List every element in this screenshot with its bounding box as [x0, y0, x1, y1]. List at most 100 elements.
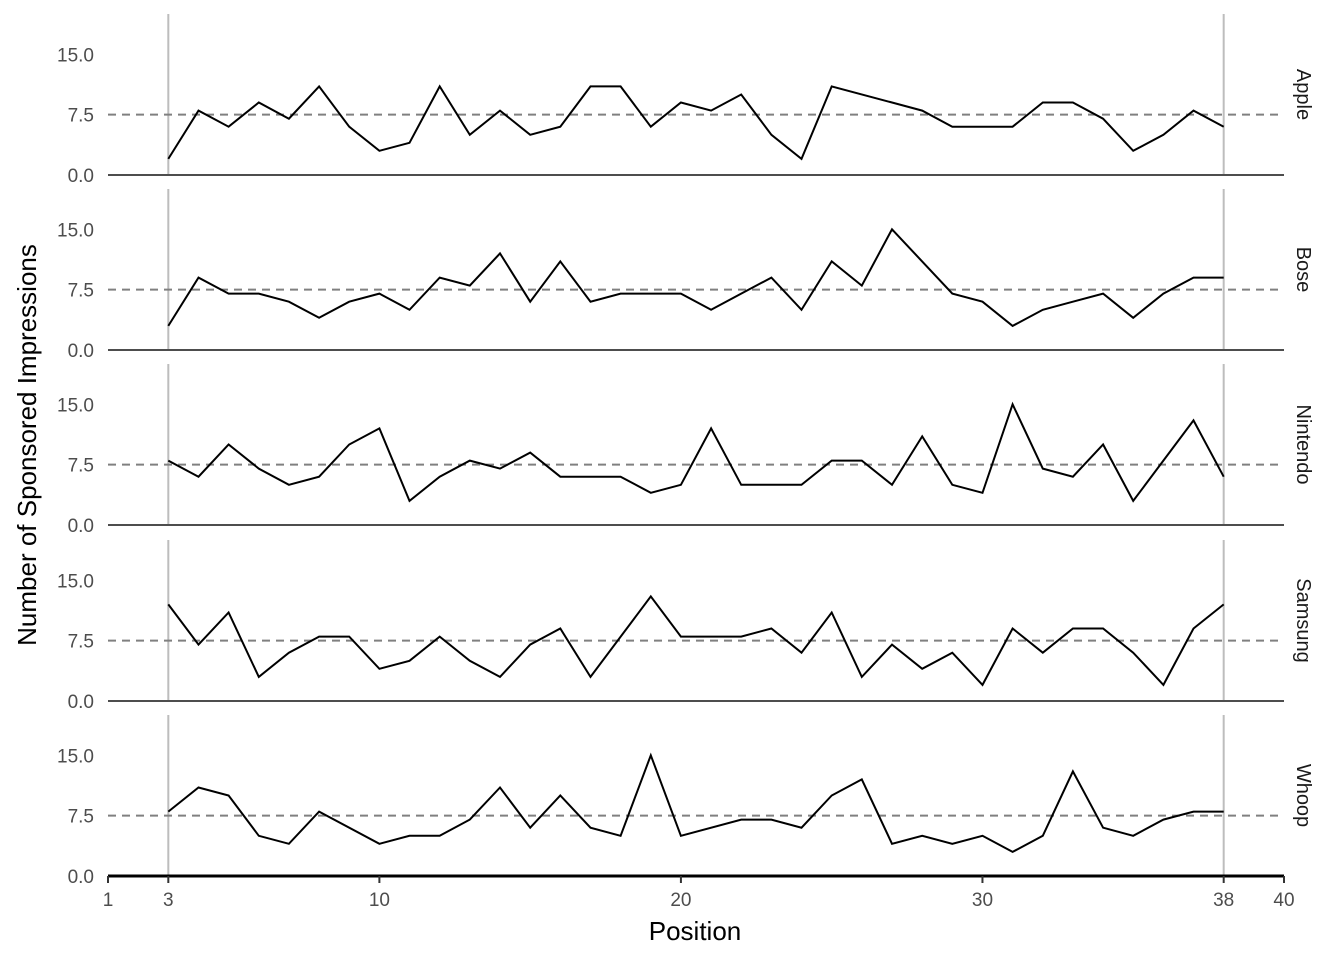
x-tick-label: 1: [103, 890, 114, 911]
data-point: [499, 110, 501, 112]
data-point: [981, 492, 983, 494]
data-point: [1042, 102, 1044, 104]
data-point: [348, 126, 350, 128]
data-point: [1193, 277, 1195, 279]
data-point: [1193, 110, 1195, 112]
data-point: [318, 636, 320, 638]
data-point: [409, 660, 411, 662]
data-point: [861, 285, 863, 287]
data-point: [409, 142, 411, 144]
y-tick-label: 7.5: [68, 632, 94, 653]
data-point: [1162, 134, 1164, 136]
data-point: [770, 484, 772, 486]
data-point: [469, 660, 471, 662]
data-point: [1223, 277, 1225, 279]
data-point: [197, 476, 199, 478]
y-tick-label: 15.0: [57, 220, 94, 241]
data-point: [951, 126, 953, 128]
y-axis-title: Number of Sponsored Impressions: [12, 244, 42, 646]
data-point: [167, 158, 169, 160]
data-point: [981, 835, 983, 837]
data-point: [1132, 500, 1134, 502]
data-point: [529, 827, 531, 829]
data-point: [740, 819, 742, 821]
data-point: [439, 277, 441, 279]
data-point: [1132, 317, 1134, 319]
facet-panel-bose: 0.0 7.5 15.0 Bose: [57, 189, 1314, 362]
data-point: [378, 843, 380, 845]
data-point: [469, 134, 471, 136]
data-point: [409, 309, 411, 311]
data-point: [439, 85, 441, 87]
data-point: [921, 110, 923, 112]
data-point: [1042, 468, 1044, 470]
data-point: [378, 668, 380, 670]
data-point: [951, 652, 953, 654]
data-point: [680, 293, 682, 295]
facet-panel-samsung: 0.0 7.5 15.0 Samsung: [57, 540, 1314, 713]
data-point: [318, 317, 320, 319]
data-point: [680, 102, 682, 104]
y-tick-label: 0.0: [68, 692, 94, 713]
data-point: [650, 126, 652, 128]
data-point: [378, 427, 380, 429]
data-point: [469, 819, 471, 821]
series-line-nintendo: [167, 401, 1225, 503]
data-point: [680, 835, 682, 837]
data-point: [680, 484, 682, 486]
data-point: [228, 795, 230, 797]
y-tick-label: 7.5: [68, 281, 94, 302]
data-point: [620, 476, 622, 478]
y-tick-label: 7.5: [68, 106, 94, 127]
y-tick-label: 15.0: [57, 45, 94, 66]
data-point: [499, 468, 501, 470]
data-point: [1012, 325, 1014, 327]
data-point: [1012, 628, 1014, 630]
data-point: [1102, 293, 1104, 295]
data-point: [197, 786, 199, 788]
data-point: [228, 293, 230, 295]
data-point: [378, 150, 380, 152]
data-point: [559, 476, 561, 478]
data-point: [167, 811, 169, 813]
data-point: [951, 484, 953, 486]
data-point: [499, 252, 501, 254]
data-point: [831, 611, 833, 613]
data-point: [499, 676, 501, 678]
data-point: [921, 668, 923, 670]
data-point: [1042, 309, 1044, 311]
data-point: [318, 811, 320, 813]
data-point: [197, 110, 199, 112]
data-point: [1012, 126, 1014, 128]
data-point: [167, 603, 169, 605]
data-point: [1012, 403, 1014, 405]
data-point: [1072, 476, 1074, 478]
data-point: [861, 778, 863, 780]
facet-panel-apple: 0.0 7.5 15.0 Apple: [57, 14, 1314, 187]
data-point: [1072, 102, 1074, 104]
data-point: [529, 644, 531, 646]
data-point: [288, 301, 290, 303]
y-tick-label: 0.0: [68, 516, 94, 537]
data-point: [197, 277, 199, 279]
data-point: [1223, 126, 1225, 128]
data-point: [680, 636, 682, 638]
data-point: [469, 285, 471, 287]
data-point: [1102, 827, 1104, 829]
data-point: [589, 85, 591, 87]
x-tick-label: 10: [369, 890, 390, 911]
data-point: [559, 126, 561, 128]
data-point: [740, 636, 742, 638]
data-point: [589, 676, 591, 678]
data-point: [710, 110, 712, 112]
data-point: [770, 134, 772, 136]
data-point: [740, 94, 742, 96]
data-point: [740, 484, 742, 486]
data-point: [1132, 652, 1134, 654]
data-point: [650, 492, 652, 494]
series-line-bose: [167, 227, 1224, 328]
data-point: [1042, 652, 1044, 654]
data-point: [951, 843, 953, 845]
data-point: [1132, 150, 1134, 152]
